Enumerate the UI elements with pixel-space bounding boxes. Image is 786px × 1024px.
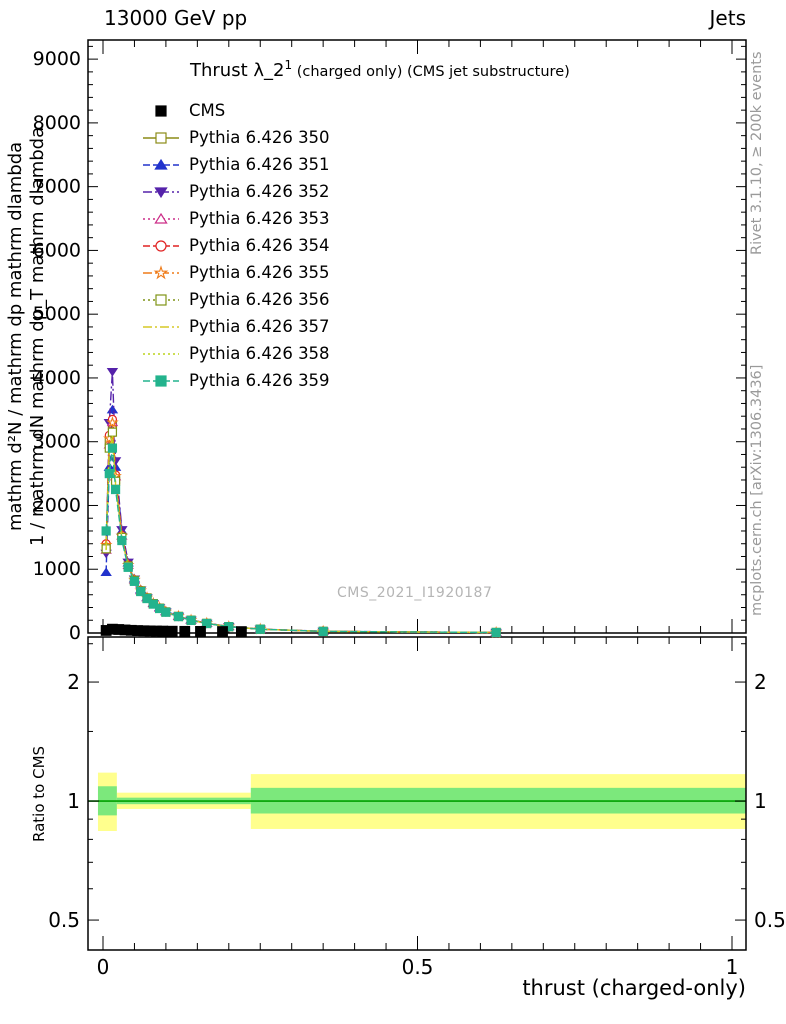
legend-item: Pythia 6.426 359: [142, 367, 330, 394]
svg-text:0.5: 0.5: [402, 955, 434, 979]
circle-open-legend-icon: [143, 239, 179, 252]
plot-title-main: Thrust λ_2: [190, 60, 285, 81]
legend-item: Pythia 6.426 350: [142, 124, 330, 151]
legend-label: Pythia 6.426 351: [189, 155, 330, 174]
plot-title-superscript: 1: [284, 58, 293, 72]
mcplots-arxiv-label: mcplots.cern.ch [arXiv:1306.3436]: [749, 364, 765, 616]
y-axis-label-outer: mathrm d²N / mathrm dp mathrm dlambda: [5, 141, 26, 532]
svg-text:7000: 7000: [33, 176, 81, 198]
legend-label: Pythia 6.426 350: [189, 128, 330, 147]
legend-label: Pythia 6.426 355: [189, 263, 330, 282]
square-open-legend-icon: [143, 293, 179, 306]
legend-item: CMS: [142, 97, 330, 124]
star-open-legend-icon: [143, 264, 179, 279]
svg-text:1: 1: [67, 789, 80, 813]
svg-text:3000: 3000: [33, 431, 81, 453]
analysis-id-watermark: CMS_2021_I1920187: [337, 585, 493, 601]
legend-label: Pythia 6.426 358: [189, 344, 330, 363]
svg-text:5000: 5000: [33, 303, 81, 325]
svg-text:2: 2: [754, 670, 767, 694]
line-legend-icon: [143, 325, 179, 328]
legend-item: Pythia 6.426 355: [142, 259, 330, 286]
x-axis-title: thrust (charged-only): [522, 976, 746, 1000]
legend-item: Pythia 6.426 353: [142, 205, 330, 232]
square-open-legend-icon: [143, 131, 179, 144]
legend-label: CMS: [189, 101, 226, 120]
legend-label: Pythia 6.426 356: [189, 290, 330, 309]
legend-item: Pythia 6.426 354: [142, 232, 330, 259]
legend: CMS Pythia 6.426 350 Pythia 6.426 351 Pythi…: [142, 97, 330, 394]
svg-text:0: 0: [97, 955, 110, 979]
triangle-down-filled-legend-icon: [143, 186, 179, 198]
svg-text:0.5: 0.5: [754, 908, 786, 932]
legend-item: Pythia 6.426 357: [142, 313, 330, 340]
svg-text:1: 1: [754, 789, 767, 813]
analysis-group-label: Jets: [709, 6, 746, 30]
svg-text:9000: 9000: [33, 48, 81, 70]
legend-label: Pythia 6.426 353: [189, 209, 330, 228]
svg-text:0: 0: [69, 622, 81, 644]
legend-item: Pythia 6.426 358: [142, 340, 330, 367]
legend-item: Pythia 6.426 356: [142, 286, 330, 313]
legend-label: Pythia 6.426 357: [189, 317, 330, 336]
rivet-version-label: Rivet 3.1.10, ≥ 200k events: [749, 51, 765, 255]
beam-energy-label: 13000 GeV pp: [104, 6, 248, 30]
ratio-axis-label: Ratio to CMS: [30, 745, 48, 842]
square-filled-legend-icon: [155, 104, 167, 117]
legend-label: Pythia 6.426 354: [189, 236, 330, 255]
triangle-filled-legend-icon: [143, 158, 179, 170]
square-filled-legend-icon: [143, 374, 179, 387]
svg-text:6000: 6000: [33, 239, 81, 261]
svg-text:0.5: 0.5: [48, 908, 80, 932]
legend-label: Pythia 6.426 359: [189, 371, 330, 390]
legend-item: Pythia 6.426 352: [142, 178, 330, 205]
svg-text:4000: 4000: [33, 367, 81, 389]
svg-text:1000: 1000: [33, 558, 81, 580]
legend-item: Pythia 6.426 351: [142, 151, 330, 178]
plot-title-detail: (charged only) (CMS jet substructure): [292, 64, 570, 80]
triangle-open-legend-icon: [143, 212, 179, 224]
svg-text:1: 1: [726, 955, 739, 979]
line-legend-icon: [143, 352, 179, 355]
y-axis-label-inner: 1 / mathrm dN mathrm dp_T mathrm dlambda: [27, 126, 48, 547]
svg-text:2000: 2000: [33, 494, 81, 516]
svg-text:8000: 8000: [33, 112, 81, 134]
plot-title: Thrust λ_21 (charged only) (CMS jet subs…: [190, 58, 570, 81]
legend-label: Pythia 6.426 352: [189, 182, 330, 201]
svg-text:2: 2: [67, 670, 80, 694]
